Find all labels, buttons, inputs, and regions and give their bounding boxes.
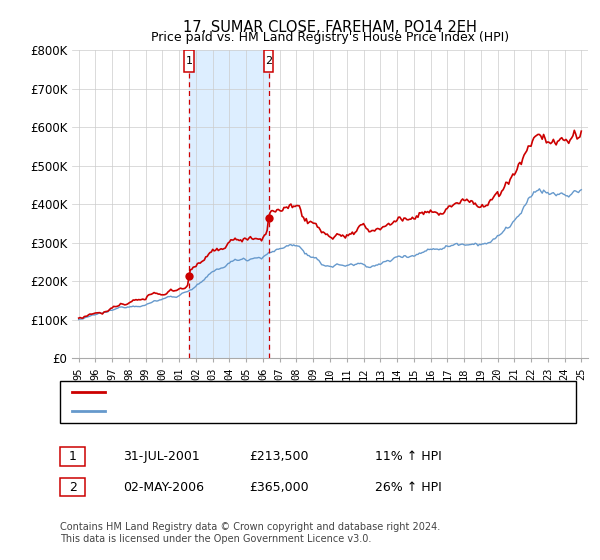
- Text: £213,500: £213,500: [249, 450, 308, 463]
- Text: 1: 1: [185, 56, 193, 66]
- Text: 17, SUMAR CLOSE, FAREHAM, PO14 2EH: 17, SUMAR CLOSE, FAREHAM, PO14 2EH: [183, 20, 477, 35]
- Text: 2: 2: [68, 480, 77, 494]
- Text: 31-JUL-2001: 31-JUL-2001: [123, 450, 200, 463]
- Text: Price paid vs. HM Land Registry's House Price Index (HPI): Price paid vs. HM Land Registry's House …: [151, 31, 509, 44]
- Text: 2: 2: [265, 56, 272, 66]
- Text: 17, SUMAR CLOSE, FAREHAM, PO14 2EH (detached house): 17, SUMAR CLOSE, FAREHAM, PO14 2EH (deta…: [111, 387, 437, 397]
- Bar: [264, 50, 273, 72]
- Text: HPI: Average price, detached house, Fareham: HPI: Average price, detached house, Fare…: [111, 407, 366, 417]
- Text: 1: 1: [68, 450, 77, 463]
- Text: 11% ↑ HPI: 11% ↑ HPI: [375, 450, 442, 463]
- Bar: [184, 50, 194, 72]
- Text: 02-MAY-2006: 02-MAY-2006: [123, 480, 204, 494]
- Text: £365,000: £365,000: [249, 480, 308, 494]
- Bar: [189, 50, 269, 358]
- Text: Contains HM Land Registry data © Crown copyright and database right 2024.
This d: Contains HM Land Registry data © Crown c…: [60, 522, 440, 544]
- Text: 26% ↑ HPI: 26% ↑ HPI: [375, 480, 442, 494]
